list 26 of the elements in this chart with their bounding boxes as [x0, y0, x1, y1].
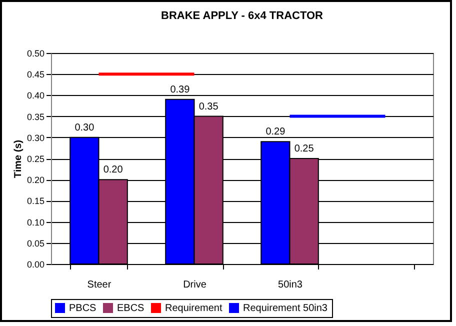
y-tick-label: 0.45 — [26, 70, 44, 80]
y-tick-label: 0.35 — [26, 112, 44, 122]
chart-title: BRAKE APPLY - 6x4 TRACTOR — [161, 10, 324, 22]
y-tick-label: 0.40 — [26, 90, 44, 101]
legend-label: PBCS — [69, 303, 97, 314]
y-tick-label: 0.50 — [26, 48, 44, 58]
y-tick-label: 0.25 — [26, 154, 44, 164]
legend-label: EBCS — [117, 303, 145, 314]
legend-label: Requirement 50in3 — [243, 303, 328, 314]
y-tick-label: 0.10 — [26, 217, 44, 228]
legend-label: Requirement — [165, 303, 222, 314]
y-tick-label: 0.15 — [26, 196, 44, 206]
y-tick-label: 0.00 — [26, 260, 44, 270]
data-label: 0.29 — [266, 126, 286, 138]
x-tick-label: Drive — [183, 280, 207, 290]
y-tick-label: 0.20 — [26, 175, 44, 186]
x-tick-label: 50in3 — [278, 280, 303, 290]
data-label: 0.25 — [294, 144, 314, 154]
y-tick-label: 0.30 — [26, 132, 44, 143]
data-label: 0.20 — [103, 164, 124, 176]
x-tick-label: Steer — [87, 280, 112, 290]
data-label: 0.39 — [170, 84, 190, 96]
y-axis-title: Time (s) — [12, 140, 24, 178]
y-tick-label: 0.05 — [26, 238, 44, 248]
data-label: 0.30 — [74, 122, 95, 134]
data-label: 0.35 — [198, 101, 219, 112]
